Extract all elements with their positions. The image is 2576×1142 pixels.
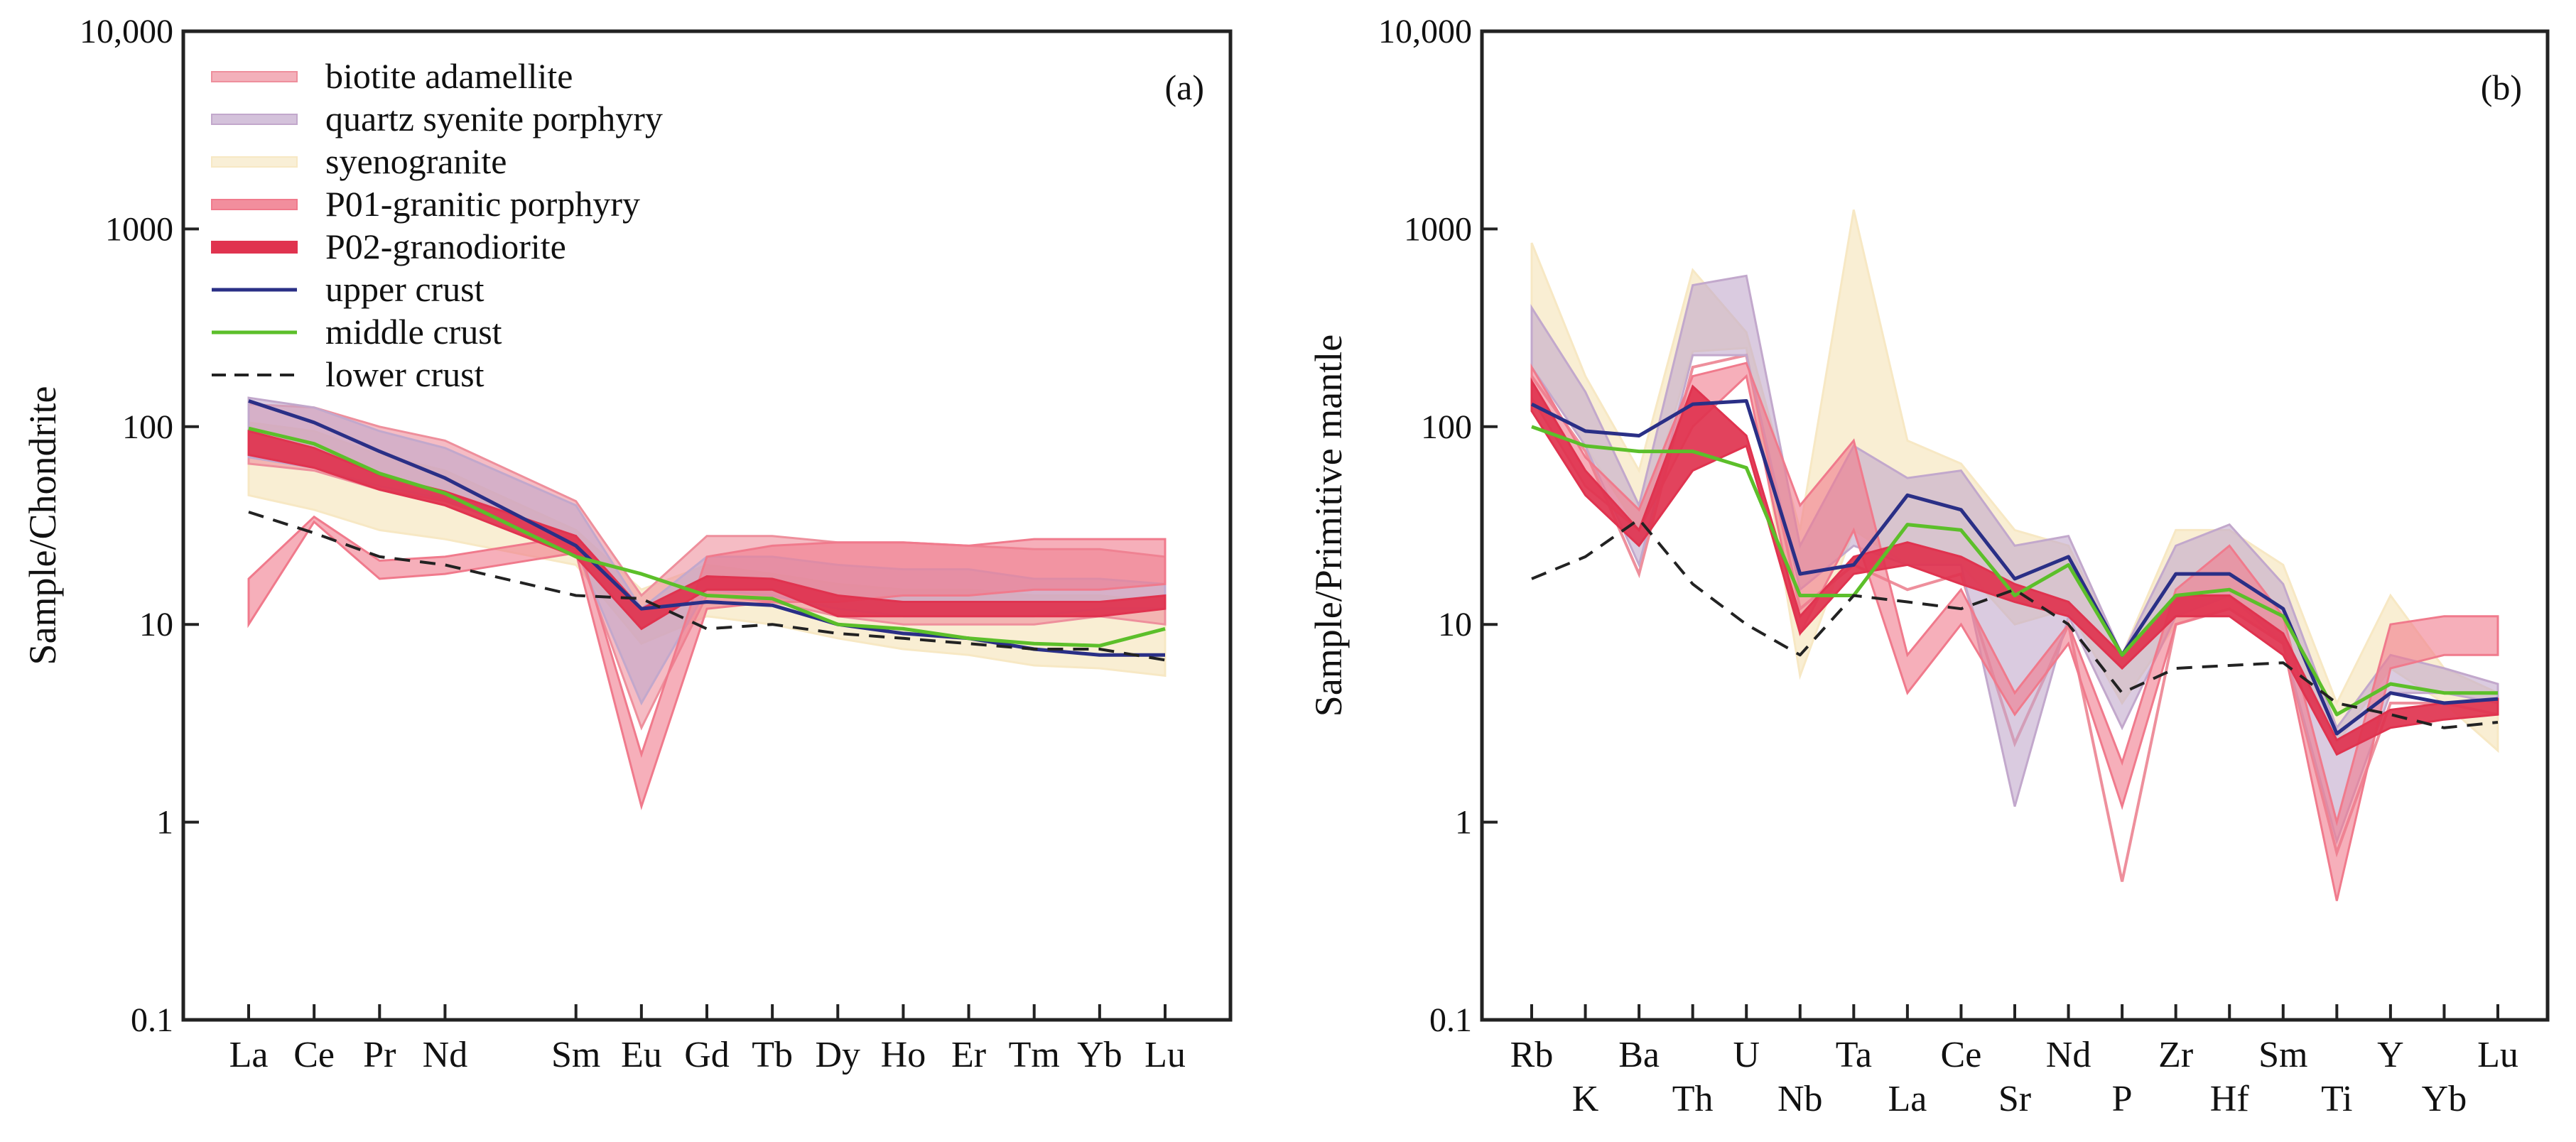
line-middle-crust bbox=[1531, 425, 2498, 717]
x-tick-label-hf: Hf bbox=[2210, 1079, 2250, 1119]
panel-b-y-ticks: 0.1 1 10 100 1000 10,000 bbox=[1378, 13, 1498, 1039]
panel-a-y-axis-title: Sample/Chondrite bbox=[21, 386, 64, 665]
band-quartz-syenite-porphyry bbox=[1530, 274, 2499, 845]
x-tick-label-tb: Tb bbox=[752, 1035, 793, 1075]
panel-a-reference-lines bbox=[248, 399, 1166, 662]
legend-label: biotite adamellite bbox=[325, 56, 573, 96]
legend-label: middle crust bbox=[325, 312, 502, 352]
x-tick-label-yb: Yb bbox=[2422, 1079, 2467, 1119]
x-tick-label-ce: Ce bbox=[1941, 1035, 1982, 1075]
panel-b-bands bbox=[1530, 210, 2499, 901]
y-tick-label: 10,000 bbox=[80, 13, 173, 50]
legend-swatch bbox=[211, 241, 298, 254]
x-tick-label-zr: Zr bbox=[2158, 1035, 2193, 1075]
band-p01-granitic-porphyry bbox=[247, 515, 1167, 810]
legend-item-syenogranite: syenogranite bbox=[211, 141, 507, 181]
legend-label: P01-granitic porphyry bbox=[325, 184, 640, 224]
x-tick-label-u: U bbox=[1733, 1035, 1760, 1075]
panel-b-label: (b) bbox=[2481, 67, 2522, 107]
panel-a-bands bbox=[247, 396, 1167, 810]
legend-item-middle-crust: middle crust bbox=[212, 312, 502, 352]
x-tick-label-yb: Yb bbox=[1077, 1035, 1122, 1075]
x-tick-label-eu: Eu bbox=[621, 1035, 662, 1075]
x-tick-label-gd: Gd bbox=[684, 1035, 730, 1075]
legend-item-p01-granitic-porphyry: P01-granitic porphyry bbox=[211, 184, 640, 224]
panel-a-x-ticks: La Ce Pr Nd Sm Eu Gd Tb Dy Ho Er Tm Yb Lu bbox=[229, 1004, 1186, 1075]
legend-item-quartz-syenite-porphyry: quartz syenite porphyry bbox=[211, 99, 663, 138]
panel-a-chondrite-ree: 0.1 1 10 100 1000 10,000 La Ce Pr Nd Sm Eu Gd Tb Dy Ho… bbox=[21, 13, 1233, 1075]
x-tick-label-p: P bbox=[2112, 1079, 2133, 1119]
x-tick-label-sm: Sm bbox=[2258, 1035, 2307, 1075]
legend-item-p02-granodiorite: P02-granodiorite bbox=[211, 227, 566, 266]
panel-b-y-axis-title: Sample/Primitive mantle bbox=[1307, 335, 1350, 717]
line-lower-crust bbox=[1531, 518, 2499, 729]
x-tick-label-la: La bbox=[1888, 1079, 1927, 1119]
x-tick-label-pr: Pr bbox=[363, 1035, 396, 1075]
legend-swatch bbox=[211, 199, 298, 210]
legend-label: syenogranite bbox=[325, 141, 507, 181]
panel-b-primitive-mantle-spider: 0.1 1 10 100 1000 10,000 Rb K Ba Th U Nb Ta La Ce Sr Nd… bbox=[1307, 13, 2550, 1119]
x-tick-label-sm: Sm bbox=[551, 1035, 600, 1075]
legend-label: quartz syenite porphyry bbox=[325, 99, 663, 138]
y-tick-label: 1000 bbox=[105, 210, 173, 248]
x-tick-label-ce: Ce bbox=[293, 1035, 335, 1075]
x-tick-label-tm: Tm bbox=[1009, 1035, 1060, 1075]
x-tick-label-ba: Ba bbox=[1618, 1035, 1660, 1075]
panel-a-y-ticks: 0.1 1 10 100 1000 10,000 bbox=[80, 13, 199, 1039]
x-tick-label-lu: Lu bbox=[2477, 1035, 2518, 1075]
x-tick-label-y: Y bbox=[2377, 1035, 2404, 1075]
x-tick-label-nb: Nb bbox=[1777, 1079, 1823, 1119]
x-tick-label-rb: Rb bbox=[1510, 1035, 1554, 1075]
legend-item-lower-crust: lower crust bbox=[212, 354, 485, 394]
legend-swatch bbox=[211, 156, 298, 168]
y-tick-label: 10 bbox=[139, 606, 173, 643]
x-tick-label-ho: Ho bbox=[881, 1035, 926, 1075]
panel-b-reference-lines bbox=[1530, 399, 2499, 736]
y-tick-label: 100 bbox=[122, 408, 173, 446]
line-middle-crust bbox=[248, 426, 1166, 648]
x-tick-label-er: Er bbox=[951, 1035, 986, 1075]
line-lower-crust bbox=[248, 511, 1166, 662]
band-p02-granodiorite bbox=[247, 430, 1167, 631]
x-tick-label-nd: Nd bbox=[2046, 1035, 2091, 1075]
legend-label: P02-granodiorite bbox=[325, 227, 566, 266]
y-tick-label: 10 bbox=[1438, 606, 1472, 643]
y-tick-label: 0.1 bbox=[131, 1001, 173, 1039]
legend-item-upper-crust: upper crust bbox=[212, 269, 485, 309]
legend-label: lower crust bbox=[325, 354, 485, 394]
y-tick-label: 1000 bbox=[1404, 210, 1472, 248]
x-tick-label-ta: Ta bbox=[1836, 1035, 1872, 1075]
line-upper-crust bbox=[1530, 399, 2499, 736]
x-tick-label-ti: Ti bbox=[2321, 1079, 2352, 1119]
x-tick-label-k: K bbox=[1572, 1079, 1599, 1119]
legend-label: upper crust bbox=[325, 269, 485, 309]
panel-a-label: (a) bbox=[1165, 67, 1205, 107]
x-tick-label-lu: Lu bbox=[1144, 1035, 1186, 1075]
x-tick-label-sr: Sr bbox=[1998, 1079, 2031, 1119]
x-tick-label-th: Th bbox=[1672, 1079, 1714, 1119]
y-tick-label: 1 bbox=[1455, 804, 1472, 842]
y-tick-label: 100 bbox=[1421, 408, 1472, 446]
y-tick-label: 10,000 bbox=[1378, 13, 1472, 50]
y-tick-label: 0.1 bbox=[1429, 1001, 1472, 1039]
x-tick-label-nd: Nd bbox=[423, 1035, 468, 1075]
y-tick-label: 1 bbox=[156, 804, 173, 842]
legend-swatch bbox=[211, 114, 298, 125]
legend-swatch bbox=[211, 71, 298, 82]
legend-item-biotite-adamellite: biotite adamellite bbox=[211, 56, 573, 96]
x-tick-label-la: La bbox=[229, 1035, 269, 1075]
x-tick-label-dy: Dy bbox=[816, 1035, 861, 1075]
